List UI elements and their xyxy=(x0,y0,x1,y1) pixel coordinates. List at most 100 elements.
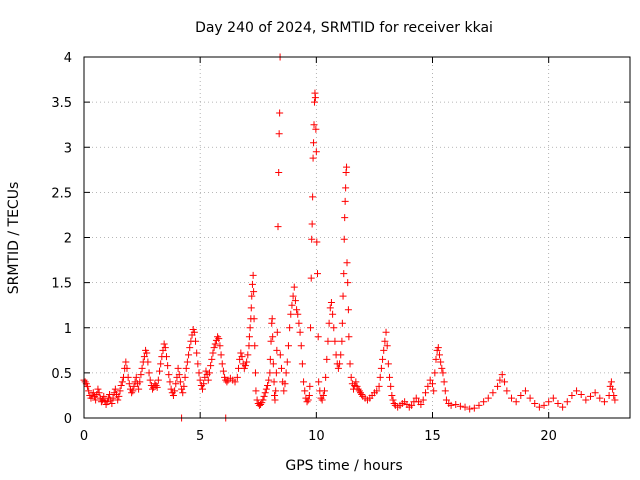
data-point-marker xyxy=(382,328,390,336)
data-point-marker xyxy=(334,364,342,372)
data-point-marker xyxy=(207,362,215,370)
data-point-marker xyxy=(210,344,218,352)
data-point-marker xyxy=(200,380,208,388)
y-tick-label: 1 xyxy=(64,322,72,337)
data-point-marker xyxy=(248,292,256,300)
data-point-marker xyxy=(181,373,189,381)
data-point-marker xyxy=(223,378,231,386)
data-point-marker xyxy=(480,398,488,406)
data-point-marker xyxy=(526,394,534,402)
data-point-marker xyxy=(554,400,562,408)
data-point-marker xyxy=(338,319,346,327)
data-point-marker xyxy=(377,364,385,372)
data-point-marker xyxy=(295,319,303,327)
data-point-marker xyxy=(283,358,291,366)
data-point-marker xyxy=(196,376,204,384)
data-point-marker xyxy=(238,353,246,361)
data-point-marker xyxy=(125,380,133,388)
data-point-marker xyxy=(157,360,165,368)
data-point-marker xyxy=(138,364,146,372)
data-point-marker xyxy=(521,387,529,395)
data-point-marker xyxy=(272,369,280,377)
data-point-marker xyxy=(456,402,464,410)
y-tick-label: 0 xyxy=(64,412,72,427)
data-point-marker xyxy=(132,373,140,381)
x-tick-label: 15 xyxy=(424,429,441,444)
data-point-marker xyxy=(379,355,387,363)
data-point-marker xyxy=(607,378,615,386)
data-point-marker xyxy=(339,292,347,300)
data-point-marker xyxy=(330,324,338,332)
data-point-marker xyxy=(273,346,281,354)
data-point-marker xyxy=(331,337,339,345)
data-point-marker xyxy=(276,351,284,359)
data-point-marker xyxy=(496,376,504,384)
data-point-marker xyxy=(293,306,301,314)
data-point-marker xyxy=(342,184,350,192)
data-point-marker xyxy=(466,405,474,413)
grid xyxy=(84,57,630,418)
data-point-marker xyxy=(109,394,117,402)
data-point-marker xyxy=(611,396,619,404)
data-point-marker xyxy=(287,310,295,318)
data-point-marker xyxy=(162,353,170,361)
data-point-marker xyxy=(171,387,179,395)
data-point-marker xyxy=(100,392,108,400)
data-point-marker xyxy=(341,197,349,205)
data-point-marker xyxy=(383,342,391,350)
data-point-marker xyxy=(140,353,148,361)
data-point-marker xyxy=(190,328,198,336)
data-point-marker xyxy=(274,223,282,231)
data-point-marker xyxy=(260,392,268,400)
data-point-marker xyxy=(193,349,201,357)
data-point-marker xyxy=(243,358,251,366)
y-tick-label: 3 xyxy=(64,141,72,156)
data-point-marker xyxy=(185,351,193,359)
data-point-marker xyxy=(494,382,502,390)
data-point-marker xyxy=(160,340,168,348)
data-point-marker xyxy=(297,342,305,350)
chart-title: Day 240 of 2024, SRMTID for receiver kka… xyxy=(195,20,493,36)
data-point-marker xyxy=(103,398,111,406)
x-tick-label: 5 xyxy=(196,429,204,444)
data-point-marker xyxy=(512,398,520,406)
data-point-marker xyxy=(461,403,469,411)
data-point-marker xyxy=(83,382,91,390)
data-point-marker xyxy=(535,403,543,411)
data-point-marker xyxy=(452,400,460,408)
x-tick-label: 10 xyxy=(308,429,325,444)
data-point-marker xyxy=(137,371,145,379)
data-point-marker xyxy=(412,394,420,402)
y-tick-label: 2 xyxy=(64,232,72,247)
axis-ticks: 0 0.5 1 1.5 2 2.5 3 3.5 4 0 5 10 15 20 xyxy=(51,51,630,444)
data-point-marker xyxy=(265,376,273,384)
data-point-marker xyxy=(489,389,497,397)
data-point-marker xyxy=(183,358,191,366)
data-point-marker xyxy=(251,369,259,377)
data-point-marker xyxy=(146,376,154,384)
data-point-marker xyxy=(266,369,274,377)
data-point-marker xyxy=(303,398,311,406)
data-point-marker xyxy=(288,301,296,309)
data-point-marker xyxy=(577,391,585,399)
data-point-marker xyxy=(241,362,249,370)
data-point-marker xyxy=(149,385,157,393)
data-point-marker xyxy=(269,333,277,341)
data-point-marker xyxy=(117,382,125,390)
data-point-marker xyxy=(94,385,102,393)
data-point-marker xyxy=(214,333,222,341)
data-point-marker xyxy=(252,387,260,395)
data-point-marker xyxy=(545,398,553,406)
data-point-marker xyxy=(501,378,509,386)
data-point-marker xyxy=(390,400,398,408)
data-point-marker xyxy=(381,337,389,345)
data-point-marker xyxy=(296,328,304,336)
data-point-marker xyxy=(322,373,330,381)
data-point-marker xyxy=(153,383,161,391)
data-point-marker xyxy=(257,400,265,408)
data-point-marker xyxy=(289,292,297,300)
data-point-marker xyxy=(376,373,384,381)
data-point-marker xyxy=(318,396,326,404)
